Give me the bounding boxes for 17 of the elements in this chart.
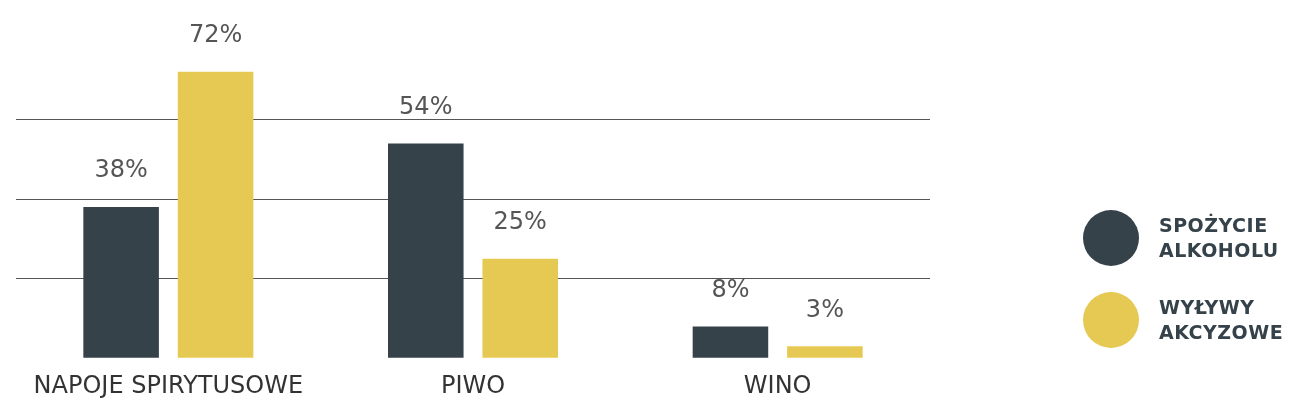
data-label: 54% [399, 91, 453, 120]
bar [482, 258, 558, 358]
text: SPOŻYCIE ALKOHOLU [1159, 213, 1280, 263]
data-label: 25% [493, 207, 547, 235]
bar [83, 207, 159, 358]
x-tick-label: PIWO [440, 370, 506, 399]
data-label: 38% [94, 155, 148, 184]
bar [388, 143, 464, 358]
bar [787, 346, 863, 358]
data-label: 72% [188, 20, 243, 49]
x-tick-label: WINO [743, 370, 812, 399]
data-label: 8% [711, 274, 750, 303]
data-label: 3% [805, 294, 844, 323]
bar [177, 71, 254, 358]
text: WYŁYWY AKCYZOWE [1159, 295, 1285, 345]
x-tick-label: NAPOJE SPIRYTUSOWE [33, 370, 304, 399]
bar [692, 326, 769, 358]
